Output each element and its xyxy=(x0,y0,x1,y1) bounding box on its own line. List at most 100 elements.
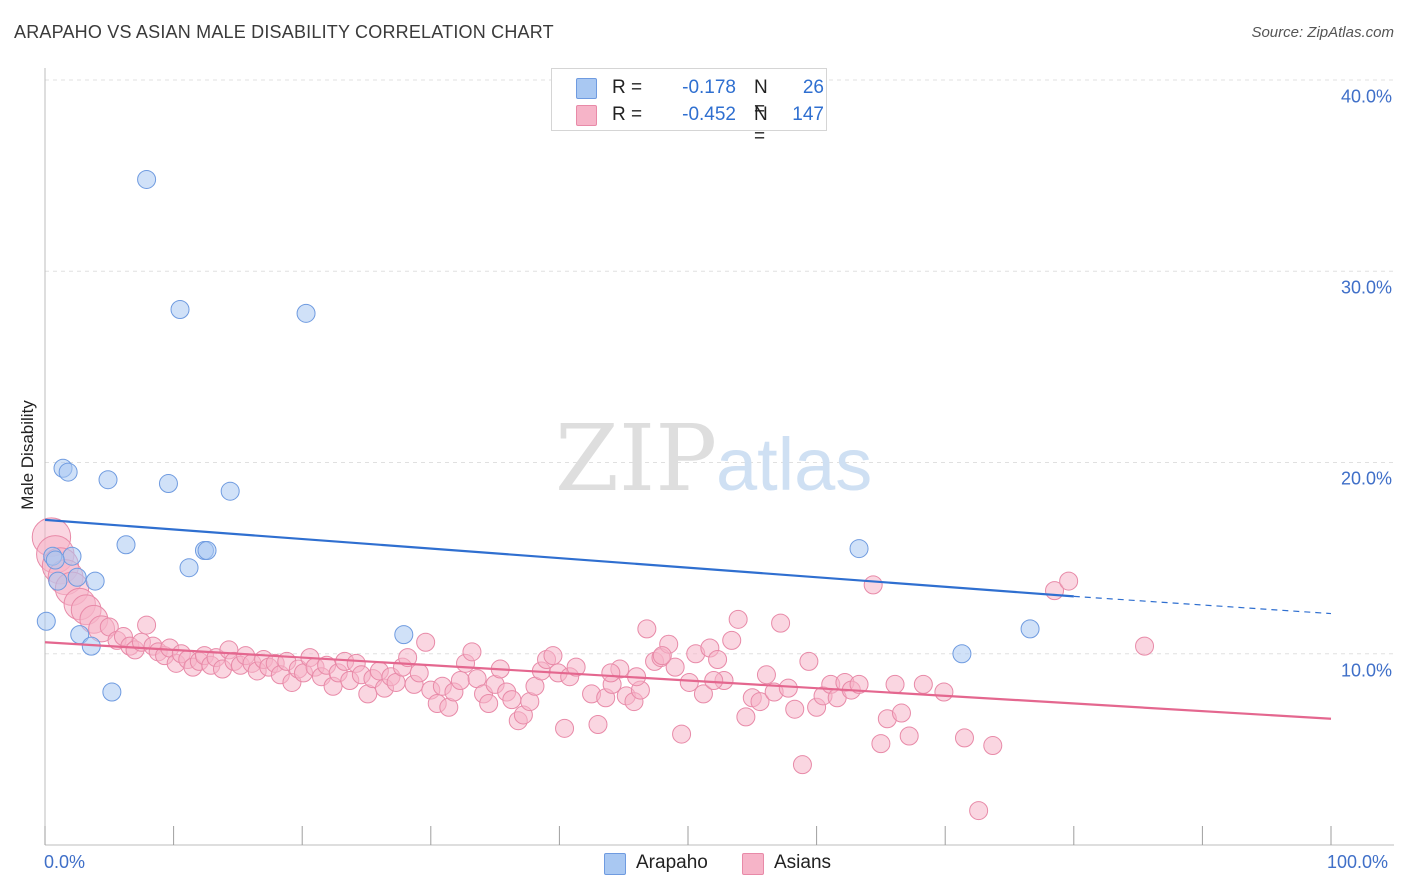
asians-point xyxy=(672,724,692,744)
axes xyxy=(44,68,1394,846)
arapaho-point xyxy=(85,571,105,591)
arapaho-point xyxy=(45,550,65,570)
legend-n-label: N = xyxy=(754,77,768,120)
asians-point xyxy=(969,801,989,821)
arapaho-point xyxy=(137,169,157,189)
asians-point xyxy=(899,726,919,746)
asians-point xyxy=(462,642,482,662)
asians-point xyxy=(722,630,742,650)
legend-r-value: -0.452 xyxy=(682,104,736,125)
asians-point xyxy=(409,663,429,683)
asians-point xyxy=(756,665,776,685)
y-tick-label-10: 10.0% xyxy=(1340,660,1392,681)
arapaho-point xyxy=(1020,619,1040,639)
asians-point xyxy=(1135,636,1155,656)
arapaho-point xyxy=(394,625,414,645)
asians-point xyxy=(398,648,418,668)
asians-point xyxy=(728,609,748,629)
legend-n-value: 147 xyxy=(792,104,824,125)
arapaho-point xyxy=(98,470,118,490)
x-tick-label-0: 0.0% xyxy=(44,852,86,872)
asians-point xyxy=(849,674,869,694)
asians-legend-swatch xyxy=(742,853,764,875)
x-tick-label-100: 100.0% xyxy=(1327,852,1389,872)
asians-point xyxy=(750,692,770,712)
asians-point xyxy=(704,671,724,691)
asians-point xyxy=(679,672,699,692)
asians-point xyxy=(693,684,713,704)
asians-point xyxy=(502,690,522,710)
watermark-zip: ZIP xyxy=(555,405,717,512)
asians-point xyxy=(566,657,586,677)
arapaho-legend-label: Arapaho xyxy=(636,852,708,873)
asians-point xyxy=(637,619,657,639)
asians-point xyxy=(792,755,812,775)
asians-point xyxy=(708,649,728,669)
chart-title: ARAPAHO VS ASIAN MALE DISABILITY CORRELA… xyxy=(14,22,554,42)
asians-point xyxy=(601,663,621,683)
asians-point xyxy=(450,671,470,691)
chart-source: Source: ZipAtlas.com xyxy=(1251,24,1394,41)
asians-point xyxy=(863,575,883,595)
asians-point xyxy=(983,736,1003,756)
legend-n-value: 26 xyxy=(802,77,824,98)
legend-r-label: R = xyxy=(612,77,643,98)
legend-r-value: -0.178 xyxy=(682,77,736,98)
legend-n-label: N = xyxy=(754,104,768,147)
asians-point xyxy=(785,699,805,719)
asians-point xyxy=(555,718,575,738)
asians-point xyxy=(871,734,891,754)
asians-point xyxy=(954,728,974,748)
watermark-atlas: atlas xyxy=(716,423,872,506)
arapaho-point xyxy=(170,300,190,319)
asians-point xyxy=(736,707,756,727)
arapaho-swatch xyxy=(576,78,597,99)
arapaho-point xyxy=(849,539,869,559)
arapaho-trend-line xyxy=(44,518,1074,598)
arapaho-legend-swatch xyxy=(604,853,626,875)
asians-point xyxy=(652,646,672,666)
arapaho-point xyxy=(952,644,972,664)
arapaho-point xyxy=(116,535,136,555)
arapaho-point xyxy=(36,611,56,631)
arapaho-point xyxy=(179,558,199,578)
asians-point xyxy=(891,703,911,723)
asians-trend-line xyxy=(44,641,1332,720)
asians-point xyxy=(778,678,798,698)
y-tick-label-40: 40.0% xyxy=(1340,86,1392,107)
legend-r-label: R = xyxy=(612,104,643,125)
arapaho-points xyxy=(36,169,1040,702)
arapaho-point xyxy=(102,682,122,702)
arapaho-trend-extension xyxy=(1073,595,1332,615)
asians-point xyxy=(799,651,819,671)
asians-point xyxy=(885,674,905,694)
arapaho-point xyxy=(62,546,82,566)
asians-point xyxy=(1059,571,1079,591)
asians-points xyxy=(31,517,1155,821)
asians-point xyxy=(934,682,954,702)
asians-point xyxy=(913,674,933,694)
asians-swatch xyxy=(576,105,597,126)
arapaho-point xyxy=(158,474,178,494)
grid-lines xyxy=(45,79,1394,655)
asians-legend-label: Asians xyxy=(774,852,832,873)
asians-point xyxy=(665,657,685,677)
arapaho-point xyxy=(67,567,87,587)
asians-point xyxy=(137,615,157,635)
watermark: ZIP atlas xyxy=(555,405,872,512)
y-tick-label-20: 20.0% xyxy=(1340,468,1392,489)
arapaho-point xyxy=(58,462,78,482)
asians-point xyxy=(479,693,499,713)
arapaho-point xyxy=(296,303,316,323)
asians-point xyxy=(543,646,563,666)
asians-point xyxy=(416,632,436,652)
asians-point xyxy=(771,613,791,633)
asians-point xyxy=(588,715,608,735)
correlation-legend: R = -0.178 N = 26 R = -0.452 N = 147 xyxy=(551,68,827,147)
arapaho-point xyxy=(48,571,68,591)
y-tick-label-30: 30.0% xyxy=(1340,277,1392,298)
arapaho-point xyxy=(220,481,240,501)
arapaho-point xyxy=(197,540,217,560)
trend-lines xyxy=(44,518,1332,720)
